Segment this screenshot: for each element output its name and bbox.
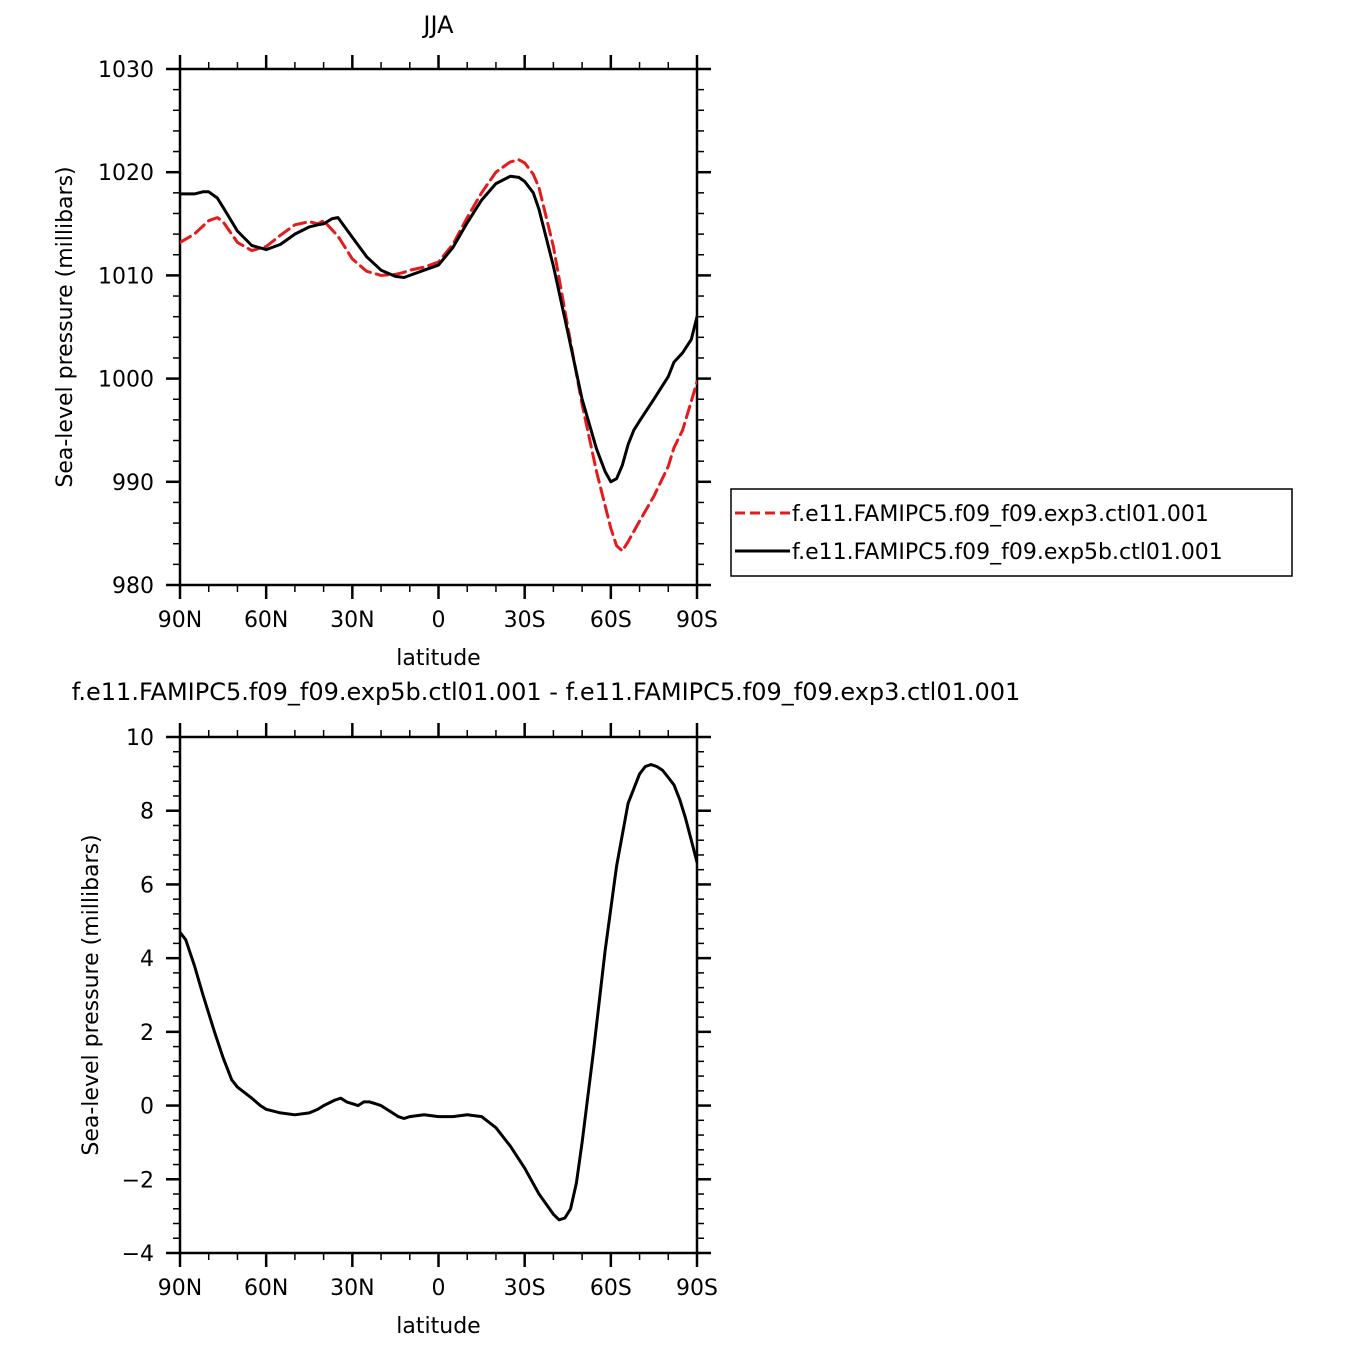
y-axis-label: Sea-level pressure (millibars) <box>53 166 78 487</box>
x-tick-label: 60S <box>590 608 632 633</box>
x-tick-label: 90N <box>158 608 202 633</box>
y-tick-label: 990 <box>112 471 154 496</box>
y-tick-label: 0 <box>140 1095 154 1120</box>
y-tick-label: 6 <box>140 873 154 898</box>
x-tick-label: 30N <box>330 1276 374 1301</box>
x-tick-label: 30S <box>504 1276 546 1301</box>
legend-label-1: f.e11.FAMIPC5.f09_f09.exp5b.ctl01.001 <box>792 540 1223 565</box>
top-panel-jja: 90N 60N 30N 0 30S 60S 90S 980 990 1000 1010 1020 103… <box>53 11 718 671</box>
top-panel-legend: f.e11.FAMIPC5.f09_f09.exp3.ctl01.001 f.e1… <box>730 488 1293 577</box>
x-tick-label: 90S <box>676 1276 718 1301</box>
x-tick-label: 90N <box>158 1276 202 1301</box>
series-line-0 <box>180 763 697 1222</box>
legend-label-0: f.e11.FAMIPC5.f09_f09.exp3.ctl01.001 <box>792 502 1209 527</box>
y-tick-label: 4 <box>140 947 154 972</box>
x-tick-label: 30N <box>330 608 374 633</box>
x-axis-label: latitude <box>396 646 480 671</box>
y-tick-label: 2 <box>140 1021 154 1046</box>
x-tick-label: 60N <box>244 1276 288 1301</box>
x-axis-label: latitude <box>396 1314 480 1339</box>
plot-frame <box>178 67 699 587</box>
x-tick-label: 0 <box>432 1276 446 1301</box>
x-tick-label: 60N <box>244 608 288 633</box>
legend-box <box>730 488 1293 577</box>
y-tick-label: 10 <box>126 726 154 751</box>
y-tick-label: 1000 <box>98 368 154 393</box>
y-tick-label: 980 <box>112 574 154 599</box>
y-tick-label: 1030 <box>98 58 154 83</box>
y-tick-label: 8 <box>140 800 154 825</box>
series-line-0 <box>180 158 697 553</box>
y-tick-label: −4 <box>122 1242 154 1267</box>
y-tick-label: −2 <box>122 1168 154 1193</box>
bottom-panel-difference: 90N 60N 30N 0 30S 60S 90S −4 −2 0 2 4 6 8 10 latitude Se… <box>72 678 1021 1339</box>
chart-title: JJA <box>421 11 454 39</box>
x-tick-label: 0 <box>432 608 446 633</box>
x-tick-label: 60S <box>590 1276 632 1301</box>
y-axis-label: Sea-level pressure (millibars) <box>79 834 104 1155</box>
plot-frame <box>178 735 699 1255</box>
y-tick-label: 1020 <box>98 161 154 186</box>
x-tick-label: 90S <box>676 608 718 633</box>
chart-title: f.e11.FAMIPC5.f09_f09.exp5b.ctl01.001 - … <box>72 678 1021 706</box>
y-tick-label: 1010 <box>98 264 154 289</box>
series-line-1 <box>180 174 697 484</box>
x-tick-label: 30S <box>504 608 546 633</box>
